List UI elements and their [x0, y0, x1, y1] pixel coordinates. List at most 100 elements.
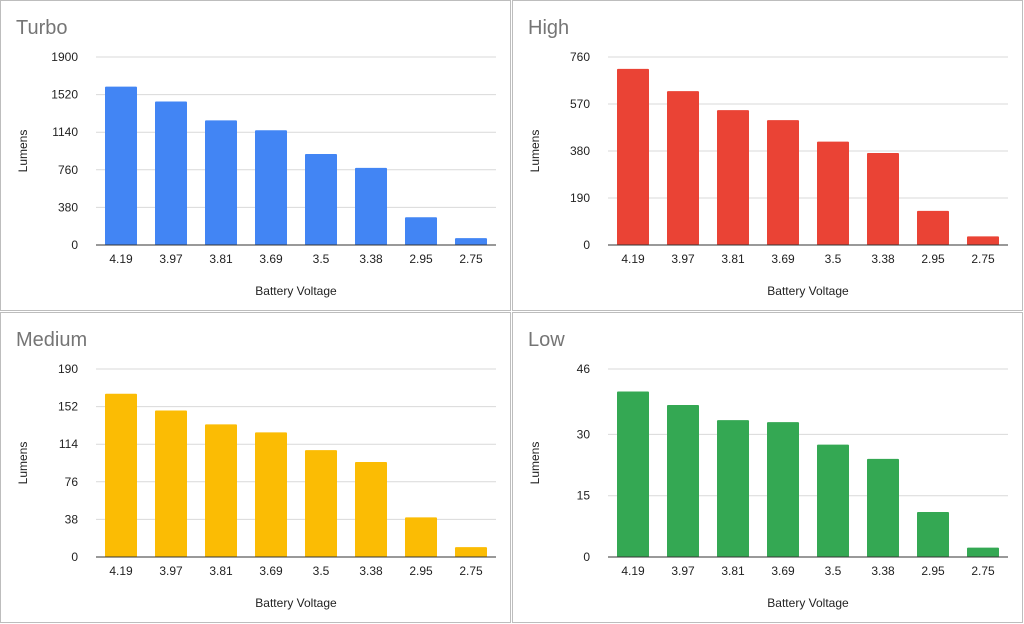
bar-3.5 [817, 444, 849, 557]
bar-2.75 [455, 547, 487, 557]
bar-3.97 [667, 404, 699, 557]
bar-3.38 [867, 152, 899, 245]
y-tick-label: 190 [58, 362, 78, 376]
x-tick-label: 3.97 [159, 564, 183, 578]
bar-2.75 [967, 547, 999, 557]
x-tick-label: 3.5 [825, 252, 842, 266]
chart-title: Low [528, 329, 565, 351]
y-tick-label: 380 [58, 200, 78, 214]
chart-panel-medium: Medium 0 38 76 114 152 190 4.19 3.97 3.81 3.69 3.5 3… [0, 312, 511, 623]
y-tick-label: 0 [71, 238, 78, 252]
x-tick-label: 3.38 [359, 564, 383, 578]
bar-2.75 [967, 236, 999, 245]
bar-3.81 [205, 424, 237, 557]
x-tick-label: 2.95 [409, 252, 433, 266]
x-tick-label: 4.19 [109, 564, 133, 578]
x-tick-label: 4.19 [109, 252, 133, 266]
turbo-chart: Turbo 0 380 760 1140 1520 1900 4.19 3.97 3.81 3.69… [16, 17, 496, 298]
bar-3.69 [767, 422, 799, 557]
x-tick-label: 3.97 [671, 564, 695, 578]
x-tick-label: 4.19 [621, 252, 645, 266]
bar-2.75 [455, 238, 487, 245]
y-tick-label: 46 [577, 362, 591, 376]
chart-title: Medium [16, 329, 87, 351]
low-chart: Low 0 15 30 46 4.19 3.97 3.81 3.69 3.5 3.38 2.95 2.7… [528, 329, 1008, 610]
x-tick-label: 3.81 [209, 252, 233, 266]
x-tick-label: 3.38 [871, 564, 895, 578]
y-tick-label: 570 [570, 97, 590, 111]
bar-4.19 [105, 86, 137, 246]
y-tick-label: 76 [65, 475, 79, 489]
bar-4.19 [617, 391, 649, 557]
x-tick-label: 2.75 [459, 252, 483, 266]
bar-3.69 [255, 432, 287, 557]
chart-title: Turbo [16, 17, 68, 39]
chart-panel-low: Low 0 15 30 46 4.19 3.97 3.81 3.69 3.5 3.38 2.95 2.7… [512, 312, 1023, 623]
bar-3.69 [255, 130, 287, 245]
x-tick-label: 2.95 [409, 564, 433, 578]
bar-3.69 [767, 120, 799, 245]
bar-2.95 [405, 217, 437, 245]
x-tick-label: 2.75 [971, 564, 995, 578]
bar-3.81 [205, 120, 237, 245]
x-tick-label: 3.81 [721, 564, 745, 578]
y-axis-label: Lumens [16, 442, 30, 485]
bar-3.38 [867, 458, 899, 557]
y-tick-label: 0 [583, 550, 590, 564]
y-axis-label: Lumens [528, 130, 542, 173]
x-axis-label: Battery Voltage [255, 596, 337, 610]
bar-3.5 [305, 153, 337, 245]
bar-2.95 [917, 210, 949, 245]
bar-3.97 [155, 410, 187, 557]
bar-2.95 [917, 512, 949, 557]
bar-4.19 [105, 393, 137, 557]
x-tick-label: 3.38 [359, 252, 383, 266]
x-tick-label: 2.95 [921, 252, 945, 266]
x-tick-label: 2.95 [921, 564, 945, 578]
x-axis-label: Battery Voltage [767, 596, 849, 610]
x-tick-label: 3.69 [771, 252, 795, 266]
bar-3.81 [717, 110, 749, 246]
x-tick-label: 2.75 [971, 252, 995, 266]
x-axis-label: Battery Voltage [255, 284, 337, 298]
x-tick-label: 2.75 [459, 564, 483, 578]
y-tick-label: 1520 [51, 88, 78, 102]
chart-panel-high: High 0 190 380 570 760 4.19 3.97 3.81 3.69 3.5 3.38… [512, 0, 1023, 311]
y-tick-label: 760 [570, 50, 590, 64]
y-axis-label: Lumens [16, 130, 30, 173]
x-tick-label: 3.97 [671, 252, 695, 266]
bar-4.19 [617, 68, 649, 245]
y-tick-label: 1900 [51, 50, 78, 64]
bar-2.95 [405, 517, 437, 557]
y-tick-label: 1140 [52, 125, 78, 139]
y-tick-label: 0 [583, 238, 590, 252]
high-chart: High 0 190 380 570 760 4.19 3.97 3.81 3.69 3.5 3.38… [528, 17, 1008, 298]
x-tick-label: 3.81 [209, 564, 233, 578]
y-axis-label: Lumens [528, 442, 542, 485]
y-tick-label: 760 [58, 163, 78, 177]
x-tick-label: 3.69 [259, 252, 283, 266]
bar-3.38 [355, 167, 387, 245]
bar-3.5 [305, 450, 337, 557]
x-tick-label: 3.69 [259, 564, 283, 578]
chart-title: High [528, 17, 569, 39]
y-tick-label: 380 [570, 144, 590, 158]
x-tick-label: 3.81 [721, 252, 745, 266]
y-tick-label: 38 [65, 512, 79, 526]
y-tick-label: 190 [570, 191, 590, 205]
x-tick-label: 3.38 [871, 252, 895, 266]
bar-3.38 [355, 462, 387, 557]
y-tick-label: 0 [71, 550, 78, 564]
bar-3.97 [155, 101, 187, 246]
x-tick-label: 3.69 [771, 564, 795, 578]
bar-3.97 [667, 91, 699, 245]
bar-3.81 [717, 420, 749, 557]
x-axis-label: Battery Voltage [767, 284, 849, 298]
chart-panel-turbo: Turbo 0 380 760 1140 1520 1900 4.19 3.97 3.81 3.69… [0, 0, 511, 311]
x-tick-label: 3.5 [313, 564, 330, 578]
x-tick-label: 4.19 [621, 564, 645, 578]
x-tick-label: 3.5 [825, 564, 842, 578]
x-tick-label: 3.5 [313, 252, 330, 266]
y-tick-label: 15 [577, 489, 591, 503]
